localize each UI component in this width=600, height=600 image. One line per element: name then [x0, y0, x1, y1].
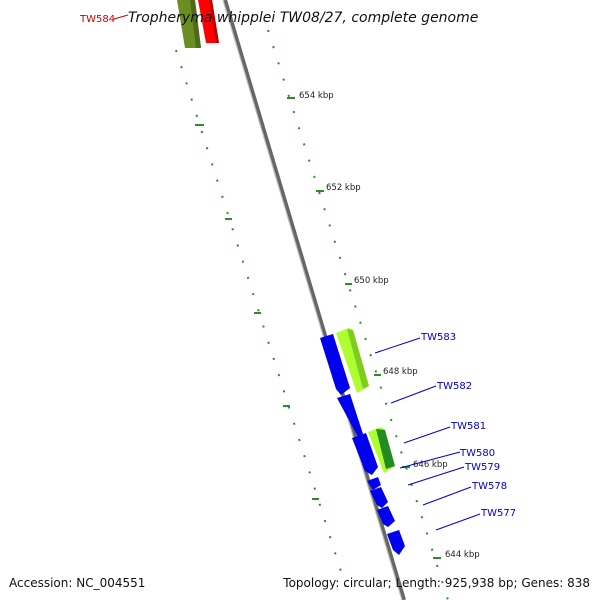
- label-leaders: [374, 337, 481, 531]
- tick-label: 654 kbp: [299, 91, 334, 101]
- gene-arrow-tw579[interactable]: [367, 477, 381, 490]
- highlight-gene-label[interactable]: TW584: [79, 14, 115, 25]
- gene-label[interactable]: TW582: [436, 381, 472, 392]
- gene-label[interactable]: TW578: [471, 481, 507, 492]
- gene-arrow-tw583-shade: [347, 329, 369, 389]
- gene-arrow-tw582[interactable]: [320, 334, 350, 395]
- forward-genes: [320, 334, 405, 555]
- tick-label: 648 kbp: [383, 367, 418, 377]
- tick-labels: 654 kbp 652 kbp 650 kbp 648 kbp 646 kbp …: [299, 91, 480, 560]
- accession-text: Accession: NC_004551: [9, 576, 146, 590]
- gene-arrow-tw580-shade: [376, 429, 395, 469]
- outer-major-ticks: [287, 97, 441, 559]
- gene-labels: TW583 TW582 TW581 TW580 TW579 TW578 TW57…: [420, 332, 516, 519]
- tick-label: 652 kbp: [326, 183, 361, 193]
- genome-title: Tropheryma whipplei TW08/27, complete ge…: [128, 10, 478, 26]
- outer-ruler: [267, 29, 449, 600]
- gene-label[interactable]: TW583: [420, 332, 456, 343]
- gene-label[interactable]: TW579: [464, 462, 500, 473]
- gene-olive-top-shade: [190, 0, 201, 48]
- genome-backbone-highlight: [222, 0, 403, 600]
- gene-arrow-tw581-a[interactable]: [337, 394, 363, 437]
- genome-backbone: [223, 0, 406, 600]
- highlight-gene-leader: [113, 14, 129, 20]
- gene-label[interactable]: TW577: [480, 508, 516, 519]
- tick-label: 646 kbp: [413, 460, 448, 470]
- gene-arrow-tw577-b[interactable]: [387, 530, 405, 555]
- tick-label: 650 kbp: [354, 276, 389, 286]
- gene-label[interactable]: TW580: [459, 448, 495, 459]
- inner-major-ticks: [195, 124, 319, 500]
- gene-red-top-shade: [209, 0, 219, 43]
- genome-summary-text: Topology: circular; Length: 925,938 bp; …: [283, 576, 590, 590]
- gene-arrow-tw581-b[interactable]: [352, 433, 378, 475]
- tick-label: 644 kbp: [445, 550, 480, 560]
- gene-arrow-tw578[interactable]: [370, 487, 388, 508]
- gene-arrow-tw577-a[interactable]: [377, 506, 395, 527]
- gene-label[interactable]: TW581: [450, 421, 486, 432]
